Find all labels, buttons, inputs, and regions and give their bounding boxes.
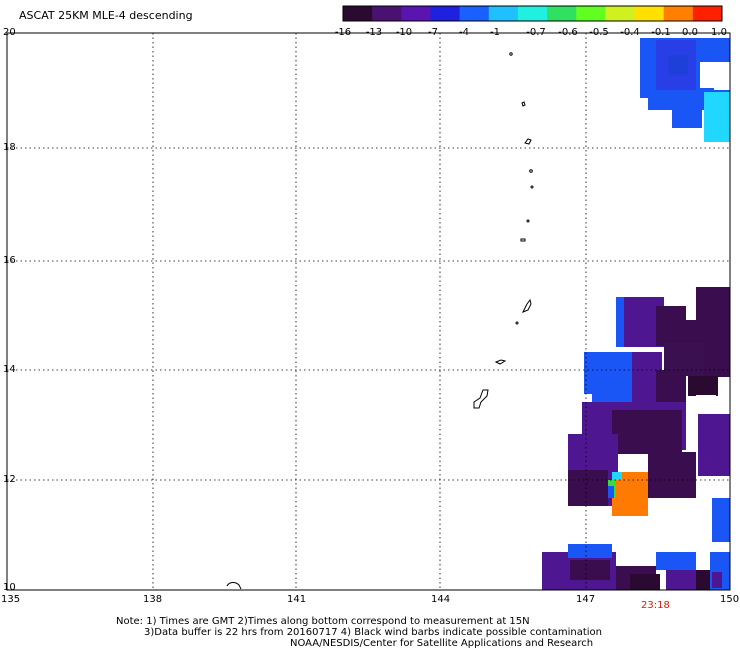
x-tick-label: 135 <box>1 594 21 605</box>
colorbar-segment <box>663 6 694 21</box>
colorbar-segment <box>372 6 402 21</box>
colorbar-frame <box>342 5 723 22</box>
colorbar-segment <box>634 6 665 21</box>
x-tick-label: 141 <box>287 594 307 605</box>
colorbar-label: -7 <box>428 27 438 38</box>
x-tick-label: 138 <box>143 594 163 605</box>
colorbar-label: -0.1 <box>651 27 671 38</box>
y-tick-label: 20 <box>3 27 16 38</box>
colorbar-segment <box>401 6 431 21</box>
note-line: NOAA/NESDIS/Center for Satellite Applica… <box>290 638 594 649</box>
data-swath-top-right <box>640 38 730 142</box>
colorbar-label: -16 <box>334 27 352 38</box>
colorbar-label: -13 <box>365 27 383 38</box>
note-line: Note: 1) Times are GMT 2)Times along bot… <box>116 616 530 627</box>
y-tick-label: 10 <box>3 582 16 593</box>
colorbar-label: 1.0 <box>711 27 727 38</box>
data-swath-middle-right <box>568 287 730 542</box>
colorbar-label: -0.4 <box>620 27 640 38</box>
x-tick-label: 147 <box>576 594 596 605</box>
grid-lines <box>7 33 730 590</box>
colorbar-segment <box>459 6 490 21</box>
y-tick-label: 14 <box>3 364 16 375</box>
y-tick-label: 12 <box>3 474 16 485</box>
colorbar-segment <box>430 6 461 21</box>
colorbar-label: -0.5 <box>589 27 609 38</box>
colorbar-label: -0.7 <box>526 27 546 38</box>
colorbar-label: 0.0 <box>682 27 698 38</box>
colorbar-segment <box>692 6 723 21</box>
colorbar-segment <box>605 6 636 21</box>
x-tick-label: 144 <box>431 594 451 605</box>
colorbar-segment <box>343 6 373 21</box>
colorbar-label: -4 <box>459 27 469 38</box>
note-line: 3)Data buffer is 22 hrs from 20160717 4)… <box>144 627 602 638</box>
colorbar-label: -10 <box>395 27 413 38</box>
map-title: ASCAT 25KM MLE-4 descending <box>19 9 193 22</box>
time-label: 23:18 <box>641 600 670 611</box>
x-tick-label: 150 <box>720 594 740 605</box>
y-tick-label: 16 <box>3 255 16 266</box>
colorbar-segment <box>488 6 519 21</box>
colorbar-label: -0.6 <box>558 27 578 38</box>
colorbar-segment <box>517 6 548 21</box>
colorbar-label: -1 <box>490 27 500 38</box>
colorbar-segment <box>576 6 606 21</box>
data-swath-bottom-right <box>542 544 730 590</box>
colorbar <box>342 5 723 22</box>
plot-frame <box>6 32 731 591</box>
y-tick-label: 18 <box>3 142 16 153</box>
colorbar-segment <box>547 6 577 21</box>
island-outlines <box>226 52 534 590</box>
